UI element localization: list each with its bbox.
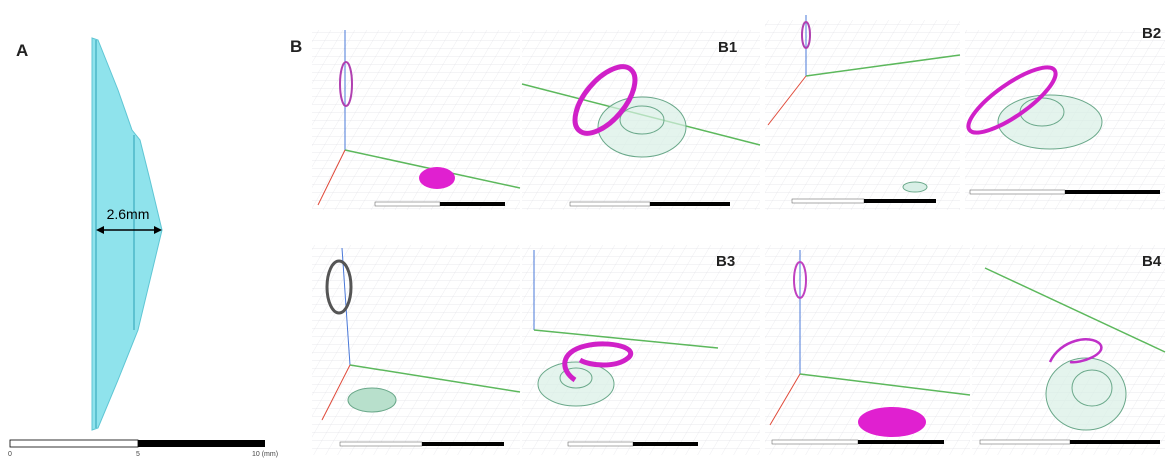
- coil: [858, 407, 926, 437]
- scale-bar: [375, 202, 440, 206]
- ring: [1046, 358, 1126, 430]
- scale-bar: [340, 442, 422, 446]
- scale-bar: [10, 440, 138, 447]
- scene: [312, 245, 520, 455]
- coil: [419, 167, 455, 189]
- subpanel-label: B1: [718, 39, 737, 56]
- scale-bar: [772, 440, 858, 444]
- scene: [765, 20, 960, 210]
- scene: [312, 30, 520, 210]
- scale-bar: [650, 202, 730, 206]
- lens: [92, 38, 162, 430]
- scale-bar: [980, 440, 1070, 444]
- scale-bar: [864, 199, 936, 203]
- scale-bar: [633, 442, 698, 446]
- scale-tick: 5: [136, 451, 140, 458]
- subpanel: B4: [765, 245, 1165, 455]
- subpanel-label: B4: [1142, 253, 1162, 270]
- scale-tick: 0: [8, 451, 12, 458]
- subpanel-label: B3: [716, 253, 735, 270]
- subpanel-label: B2: [1142, 25, 1161, 42]
- scale-bar: [1070, 440, 1160, 444]
- ring: [998, 95, 1102, 149]
- scale-bar: [440, 202, 505, 206]
- scale-bar: [568, 442, 633, 446]
- scale-tick: 10 (mm): [252, 451, 278, 458]
- ring: [903, 182, 927, 192]
- subpanel: B2: [765, 15, 1165, 210]
- ring: [538, 362, 614, 406]
- scale-bar: [1065, 190, 1160, 194]
- scale-bar: [570, 202, 650, 206]
- scene: [522, 245, 760, 455]
- scale-bar: [422, 442, 504, 446]
- scale-bar: [858, 440, 944, 444]
- measurement: 2.6mm: [107, 206, 150, 222]
- scale-bar: [792, 199, 864, 203]
- panel-label: B: [290, 37, 302, 56]
- ring: [348, 388, 396, 412]
- subpanel: B3: [312, 245, 760, 455]
- scale-bar: [138, 440, 265, 447]
- panel-label: A: [16, 41, 28, 60]
- figure: A 2.6mm 0 5 10 (mm) B B1: [0, 0, 1171, 458]
- scale-bar: [970, 190, 1065, 194]
- subpanel: B1: [312, 30, 760, 210]
